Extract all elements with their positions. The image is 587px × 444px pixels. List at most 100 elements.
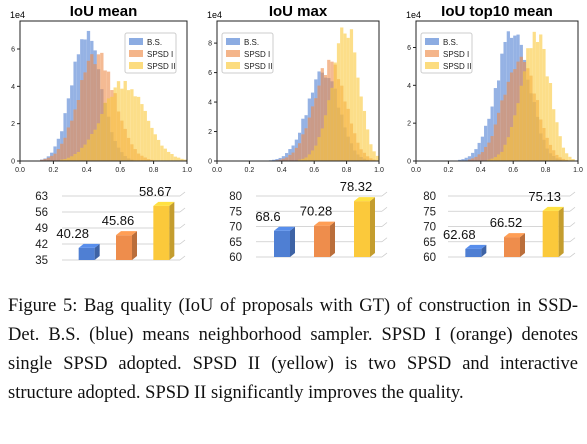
hist-bar <box>372 151 376 161</box>
hist-bar <box>83 72 87 161</box>
hist-bar <box>66 127 71 161</box>
hist-bar <box>176 157 181 161</box>
gridline-depth <box>569 206 576 212</box>
hist-bar <box>163 148 167 161</box>
hist-bar <box>516 103 520 161</box>
hist-bar <box>493 124 497 161</box>
hist-bar <box>66 157 71 161</box>
hist-bar <box>500 151 504 161</box>
hist-bar <box>291 152 295 161</box>
gridline-depth <box>179 207 186 213</box>
hist-bar <box>60 143 64 161</box>
hist-bar <box>136 96 141 161</box>
bar-front <box>314 225 330 257</box>
y-tick-label: 80 <box>229 191 242 203</box>
hist-bar <box>73 153 77 161</box>
x-tick-label: 1.0 <box>573 167 583 174</box>
y-tick-label: 0 <box>208 159 212 166</box>
gridline-depth <box>179 239 186 245</box>
hist-bar <box>298 143 302 161</box>
x-tick-label: 0.2 <box>49 167 59 174</box>
hist-bar <box>458 159 462 161</box>
hist-bar <box>46 157 51 161</box>
bar-side <box>290 226 295 257</box>
hist-bar <box>170 154 174 161</box>
histogram-panel-1: IoU mean 1e4 0.0 0.2 0.4 0.6 0.8 1.0 0 2 4 6 B.S. SPS… <box>10 3 192 174</box>
bar-top <box>314 221 335 226</box>
x-tick-label: 0.0 <box>15 167 25 174</box>
gridline-depth <box>569 252 576 258</box>
data-label: 66.52 <box>490 215 523 230</box>
hist-bar <box>100 113 104 161</box>
hist-bar <box>307 154 311 161</box>
y-tick-label: 65 <box>229 237 242 249</box>
bar-spsd-ii <box>354 197 375 257</box>
gridline-depth <box>569 237 576 243</box>
hist-bar <box>506 81 510 161</box>
gridline-depth <box>179 255 186 261</box>
hist-bar <box>529 48 533 161</box>
y-exponent-label: 1e4 <box>406 10 421 20</box>
hist-bar <box>80 80 84 161</box>
hist-bar <box>571 159 575 161</box>
bar-top <box>116 231 137 236</box>
data-label: 62.68 <box>443 227 476 242</box>
y-tick-label: 56 <box>35 207 48 219</box>
x-tick-label: 0.6 <box>309 167 319 174</box>
hist-bar <box>183 159 187 161</box>
y-tick-label: 63 <box>35 191 48 203</box>
y-tick-label: 2 <box>208 129 212 136</box>
hist-bar <box>330 87 334 161</box>
y-tick-label: 80 <box>423 191 436 203</box>
figure-caption: Figure 5: Bag quality (IoU of proposals … <box>8 296 578 403</box>
legend-swatch <box>226 50 240 57</box>
hist-bar <box>480 136 485 161</box>
y-tick-label: 65 <box>423 237 436 249</box>
hist-bar <box>539 34 543 161</box>
hist-bar <box>474 149 478 161</box>
hist-bar <box>56 149 61 161</box>
bar-top <box>354 197 375 202</box>
bar-b-s- <box>78 243 100 260</box>
bar-side <box>132 231 137 260</box>
hist-bar <box>314 98 318 161</box>
series-spsd-ii <box>60 80 187 161</box>
data-label: 70.28 <box>300 204 333 219</box>
hist-bar <box>565 153 569 161</box>
y-tick-label: 4 <box>407 83 411 90</box>
x-tick-label: 0.4 <box>277 167 287 174</box>
hist-bar <box>356 77 360 161</box>
hist-bar <box>464 157 468 161</box>
hist-bar <box>320 68 324 161</box>
hist-bar <box>150 127 154 161</box>
hist-bar <box>320 128 324 161</box>
hist-bar <box>63 159 67 161</box>
hist-bar <box>76 151 81 161</box>
data-label: 75.13 <box>528 189 561 204</box>
hist-bar <box>133 96 137 161</box>
series-spsd-ii <box>487 31 575 162</box>
hist-bar <box>90 54 94 162</box>
y-tick-label: 8 <box>208 41 212 48</box>
legend-label: B.S. <box>244 38 259 47</box>
hist-bar <box>63 137 67 161</box>
y-tick-label: 42 <box>35 239 48 251</box>
hist-bar <box>369 144 373 161</box>
hist-bar <box>166 151 171 161</box>
hist-bar <box>93 129 97 161</box>
hist-bar <box>487 142 491 161</box>
hist-bar <box>106 98 111 161</box>
hist-bar <box>116 81 121 161</box>
hist-bar <box>314 145 318 161</box>
hist-bar <box>73 109 77 161</box>
y-tick-label: 6 <box>407 45 411 52</box>
hist-bar <box>93 64 97 161</box>
hist-bar <box>548 83 553 161</box>
legend-label: B.S. <box>443 38 458 47</box>
hist-bar <box>80 147 84 161</box>
hist-bar <box>375 155 379 161</box>
y-exponent-label: 1e4 <box>10 10 25 20</box>
hist-bar <box>50 155 54 161</box>
x-tick-label: 0.8 <box>149 167 159 174</box>
hist-bar <box>366 129 370 161</box>
